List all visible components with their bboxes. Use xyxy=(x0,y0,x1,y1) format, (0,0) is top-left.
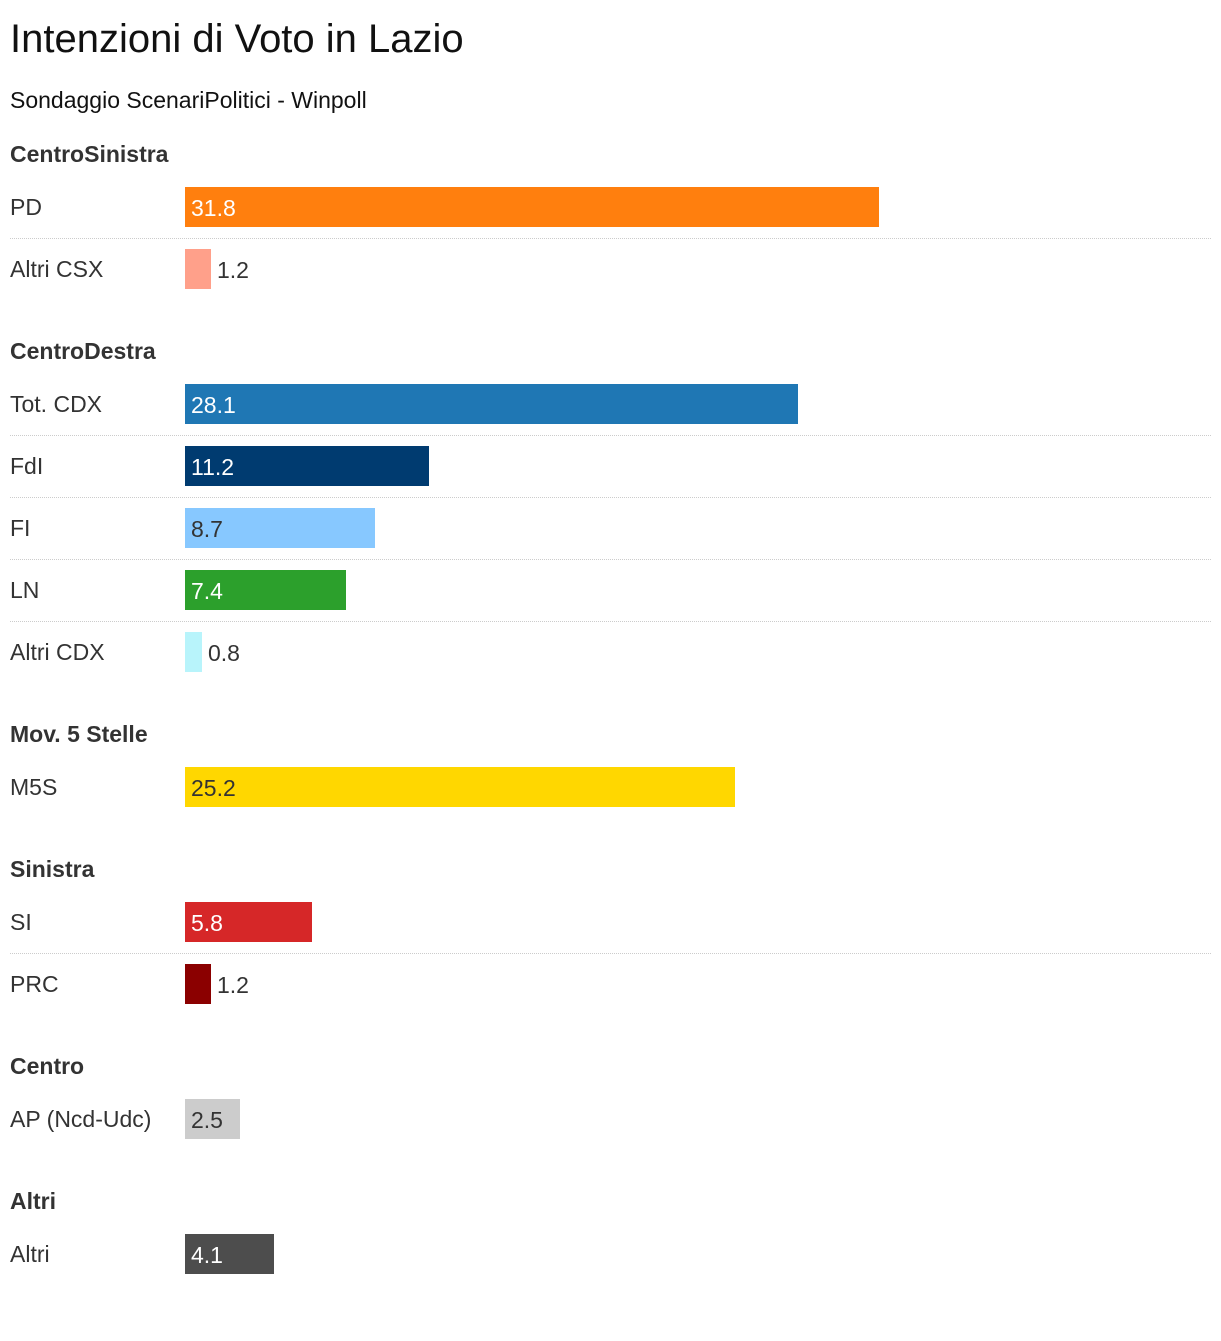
bar-label: M5S xyxy=(10,774,58,800)
bar xyxy=(185,508,375,548)
bar-value-label: 31.8 xyxy=(191,195,236,221)
bar xyxy=(185,902,312,942)
bar-value-label: 1.2 xyxy=(217,257,249,283)
chart-subtitle: Sondaggio ScenariPolitici - Winpoll xyxy=(10,87,367,113)
group-label: Sinistra xyxy=(10,856,95,882)
row-divider xyxy=(10,435,1211,436)
bar xyxy=(185,1099,240,1139)
bar-value-label: 2.5 xyxy=(191,1107,223,1133)
bar-value-label: 11.2 xyxy=(191,454,235,480)
bar-value-label: 1.2 xyxy=(217,972,249,998)
row-divider xyxy=(10,238,1211,239)
group-label: Mov. 5 Stelle xyxy=(10,721,148,747)
bar-label: PD xyxy=(10,194,42,220)
group-label: Centro xyxy=(10,1053,85,1079)
bar-value-label: 28.1 xyxy=(191,392,236,418)
group-label: CentroSinistra xyxy=(10,141,169,167)
bar-label: Altri CDX xyxy=(10,639,105,665)
bar-label: LN xyxy=(10,577,40,603)
bar-value-label: 5.8 xyxy=(191,910,223,936)
row-divider xyxy=(10,497,1211,498)
bar xyxy=(185,1234,274,1274)
bar-value-label: 0.8 xyxy=(208,640,240,666)
bar-label: PRC xyxy=(10,971,59,997)
bar-value-label: 7.4 xyxy=(191,578,223,604)
bar xyxy=(185,446,429,486)
bar xyxy=(185,632,202,672)
bar xyxy=(185,187,879,227)
bar xyxy=(185,570,346,610)
bar-label: Tot. CDX xyxy=(10,391,103,417)
chart-title: Intenzioni di Voto in Lazio xyxy=(10,17,464,61)
bar xyxy=(185,249,211,289)
row-divider xyxy=(10,621,1211,622)
bar xyxy=(185,964,211,1004)
bar-label: FI xyxy=(10,515,31,541)
bar-value-label: 8.7 xyxy=(191,516,223,542)
bar-label: SI xyxy=(10,909,32,935)
group-label: CentroDestra xyxy=(10,338,156,364)
bar-value-label: 4.1 xyxy=(191,1242,223,1268)
row-divider xyxy=(10,559,1211,560)
bar-label: FdI xyxy=(10,453,44,479)
row-divider xyxy=(10,953,1211,954)
bar xyxy=(185,767,735,807)
group-label: Altri xyxy=(10,1188,56,1214)
bar-label: AP (Ncd-Udc) xyxy=(10,1106,152,1132)
bar-value-label: 25.2 xyxy=(191,775,236,801)
bar-label: Altri CSX xyxy=(10,256,104,282)
bar-label: Altri xyxy=(10,1241,50,1267)
bar xyxy=(185,384,798,424)
